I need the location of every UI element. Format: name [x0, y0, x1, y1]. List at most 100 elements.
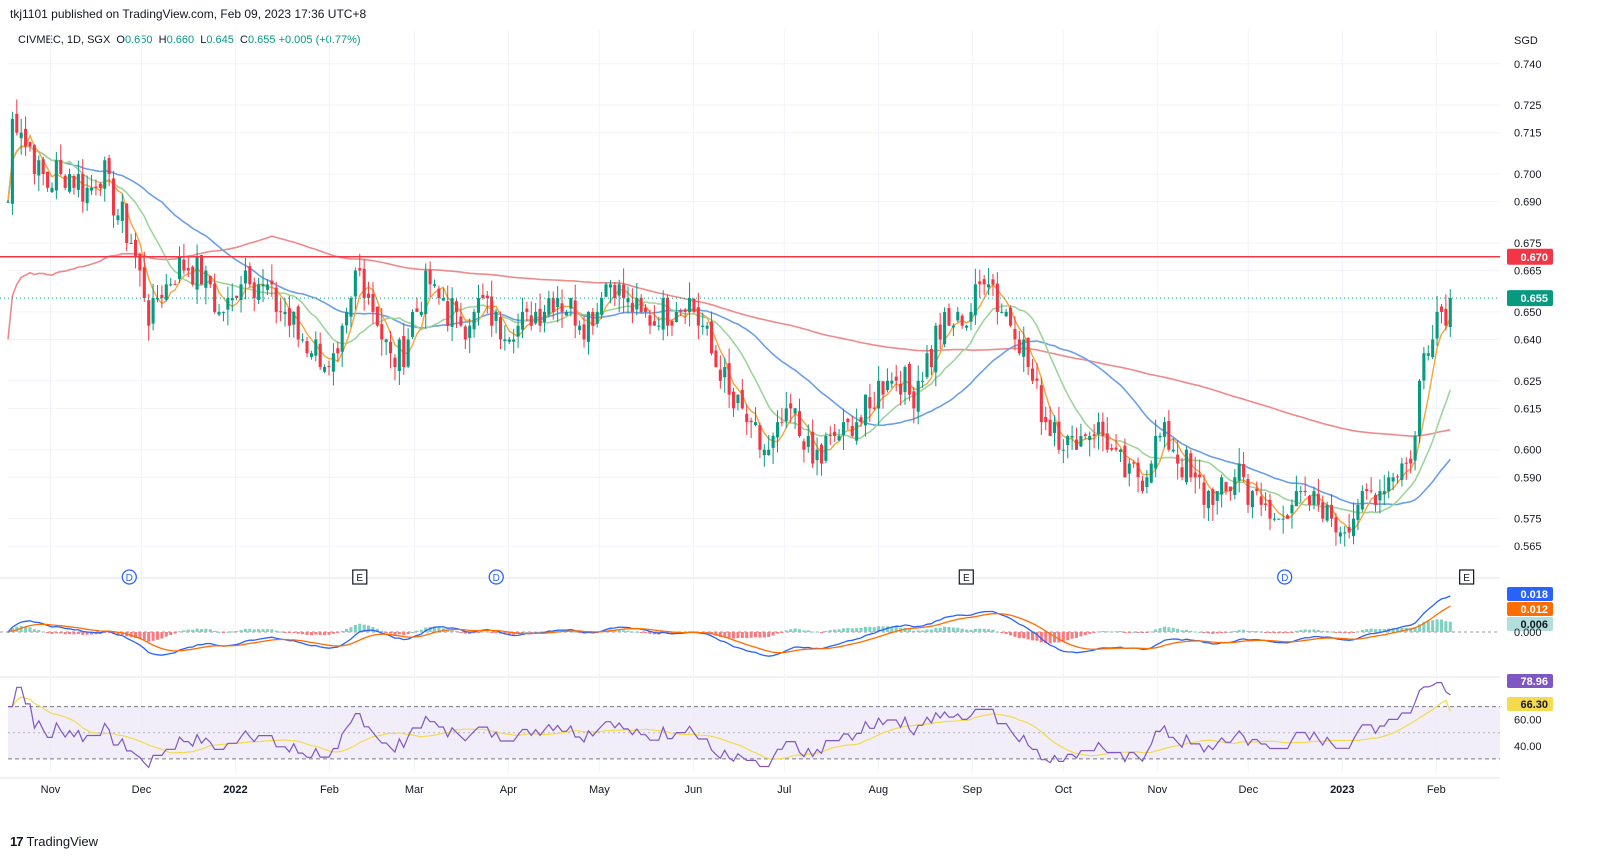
candle-body — [1140, 480, 1145, 492]
earnings-marker[interactable] — [352, 569, 368, 585]
macd-histogram-bar — [432, 626, 437, 632]
macd-histogram-bar — [938, 627, 942, 632]
candle-body — [1211, 489, 1215, 505]
candle-body — [855, 422, 859, 441]
candle-body — [459, 316, 463, 326]
macd-histogram-bar — [191, 629, 195, 632]
macd-histogram-bar — [1373, 629, 1378, 632]
price-axis[interactable]: SGD 0.740 0.725 0.715 0.700 0.690 0.675 0.665 0.… — [1507, 35, 1553, 553]
time-axis[interactable]: Nov Dec 2022 Feb Mar Apr May Jun Jul Aug Sep Oct Nov… — [41, 784, 1446, 796]
price-tick-label: 0.575 — [1514, 514, 1542, 526]
symbol-name[interactable]: CIVMEC, 1D, SGX — [18, 34, 111, 46]
macd-histogram-bar — [1136, 632, 1140, 633]
candle-body — [419, 311, 423, 316]
candle-body — [1255, 488, 1259, 492]
macd-histogram-bar — [116, 632, 120, 635]
macd-histogram-bar — [991, 629, 995, 632]
candle-body — [331, 353, 335, 372]
macd-histogram-bar — [419, 629, 423, 632]
macd-histogram-bar — [160, 632, 164, 639]
tradingview-logo-icon: 17 — [10, 834, 24, 849]
resistance-line — [0, 255, 1500, 299]
candle-body — [125, 203, 129, 243]
ma-mid-line — [7, 145, 1452, 514]
candle-body — [213, 283, 217, 312]
macd-histogram-bar — [556, 630, 560, 632]
candle-body — [367, 293, 371, 299]
candle-body — [1413, 435, 1417, 461]
macd-histogram-bar — [718, 632, 722, 637]
dividend-marker[interactable] — [121, 569, 137, 585]
macd-histogram-bar — [525, 631, 529, 633]
candle-body — [32, 145, 36, 175]
earnings-marker[interactable] — [1459, 569, 1475, 585]
macd-histogram-bar — [745, 632, 749, 639]
candle-body — [604, 284, 608, 297]
macd-line — [7, 595, 1451, 657]
macd-histogram-bar — [573, 631, 577, 633]
macd-histogram-bar — [454, 631, 459, 633]
price-tick-label: 0.700 — [1514, 169, 1542, 181]
ma-200-line — [7, 235, 1451, 437]
macd-histogram-bar — [969, 629, 973, 632]
macd-histogram-bar — [151, 632, 155, 641]
candle-body — [670, 320, 674, 326]
dividend-marker[interactable] — [1277, 569, 1293, 585]
tradingview-logo[interactable]: 17 TradingView — [10, 834, 98, 849]
candle-body — [846, 418, 850, 423]
candle-body — [195, 256, 199, 290]
candle-body — [841, 422, 845, 436]
macd-histogram-bar — [1325, 630, 1329, 632]
candle-body — [476, 298, 481, 313]
candle-body — [1114, 447, 1118, 450]
candle-body — [1277, 518, 1281, 520]
macd-histogram-bar — [1321, 630, 1325, 632]
candle-body — [1167, 420, 1171, 450]
candle-body — [323, 367, 327, 372]
candle-body — [696, 307, 700, 326]
candle-body — [929, 348, 933, 368]
macd-histogram-bar — [841, 628, 845, 632]
macd-histogram-bar — [1246, 630, 1250, 632]
candle-body — [683, 309, 687, 312]
macd-histogram-bar — [1228, 631, 1232, 633]
candle-body — [797, 411, 802, 436]
macd-histogram-bar — [296, 632, 300, 634]
macd-histogram-bar — [301, 632, 305, 635]
candle-body — [191, 266, 195, 285]
candle-body — [318, 343, 322, 368]
candle-body — [556, 298, 560, 308]
macd-histogram-bar — [331, 632, 335, 634]
candle-body — [393, 357, 397, 368]
macd-histogram-bar — [824, 630, 828, 632]
candle-body — [292, 311, 296, 325]
macd-histogram-bar — [147, 632, 151, 642]
macd-histogram-bar — [925, 629, 929, 632]
candle-body — [1149, 463, 1153, 483]
earnings-marker[interactable] — [958, 569, 974, 585]
candle-body — [1237, 463, 1241, 481]
macd-histogram-bar — [815, 631, 819, 633]
dividend-marker[interactable] — [488, 569, 504, 585]
macd-histogram-bar — [644, 632, 648, 633]
candle-body — [327, 366, 331, 368]
candle-body — [1373, 494, 1378, 505]
macd-histogram-bar — [753, 632, 758, 638]
time-tick-label: Jun — [684, 784, 702, 796]
candle-body — [1224, 482, 1228, 492]
macd-histogram-bar — [1176, 628, 1180, 632]
candle-body — [762, 449, 766, 456]
ma-50-line — [7, 145, 1451, 506]
candle-body — [705, 325, 709, 329]
time-tick-label: May — [589, 784, 610, 796]
macd-histogram-bar — [626, 630, 630, 632]
macd-histogram-bar — [978, 628, 982, 632]
candle-body — [542, 311, 546, 323]
macd-histogram-bar — [1330, 631, 1334, 633]
candle-body — [485, 295, 489, 299]
candle-body — [1145, 477, 1149, 488]
macd-histogram-bar — [384, 632, 388, 633]
candle-body — [345, 311, 349, 326]
